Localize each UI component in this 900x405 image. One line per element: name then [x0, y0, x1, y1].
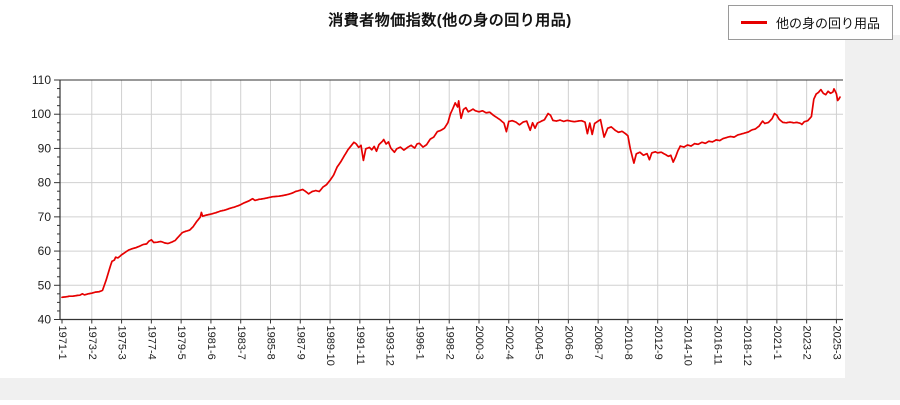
svg-text:1998-2: 1998-2	[443, 326, 455, 360]
svg-text:50: 50	[38, 278, 52, 292]
svg-text:100: 100	[31, 107, 51, 121]
svg-text:1977-4: 1977-4	[145, 326, 157, 360]
svg-text:40: 40	[38, 313, 52, 327]
svg-text:2014-10: 2014-10	[682, 326, 694, 366]
svg-text:2010-8: 2010-8	[622, 326, 634, 360]
svg-text:2023-2: 2023-2	[801, 326, 813, 360]
svg-text:2016-11: 2016-11	[711, 326, 723, 366]
legend-label: 他の身の回り用品	[775, 16, 880, 31]
svg-text:2012-9: 2012-9	[652, 326, 664, 360]
svg-text:1993-12: 1993-12	[384, 326, 396, 366]
svg-text:2021-1: 2021-1	[771, 326, 783, 360]
page-background-right	[845, 35, 900, 400]
svg-text:2004-5: 2004-5	[533, 326, 545, 360]
svg-text:90: 90	[38, 141, 52, 155]
svg-text:80: 80	[38, 176, 52, 190]
svg-text:2018-12: 2018-12	[741, 326, 753, 366]
svg-text:60: 60	[38, 244, 52, 258]
legend-line-marker-icon	[740, 21, 767, 24]
svg-text:2025-3: 2025-3	[831, 326, 843, 360]
svg-text:2000-3: 2000-3	[473, 326, 485, 360]
svg-text:110: 110	[32, 73, 51, 87]
svg-text:1996-1: 1996-1	[414, 326, 426, 360]
svg-text:1981-6: 1981-6	[205, 326, 217, 360]
chart-title: 消費者物価指数(他の身の回り用品)	[328, 12, 572, 29]
svg-text:1973-2: 1973-2	[86, 326, 98, 360]
svg-text:1975-3: 1975-3	[116, 326, 128, 360]
svg-text:1987-9: 1987-9	[294, 326, 306, 360]
svg-text:1989-10: 1989-10	[324, 326, 336, 366]
page-background-bottom	[0, 378, 845, 400]
svg-text:2002-4: 2002-4	[503, 326, 515, 360]
svg-text:1979-5: 1979-5	[175, 326, 187, 360]
svg-text:2008-7: 2008-7	[592, 326, 604, 360]
svg-text:1985-8: 1985-8	[265, 326, 277, 360]
svg-text:70: 70	[38, 210, 52, 224]
svg-text:1983-7: 1983-7	[235, 326, 247, 360]
svg-text:2006-6: 2006-6	[562, 326, 574, 360]
svg-text:1971-1: 1971-1	[56, 326, 68, 360]
legend: 他の身の回り用品	[727, 5, 893, 40]
svg-text:1991-11: 1991-11	[354, 326, 366, 366]
